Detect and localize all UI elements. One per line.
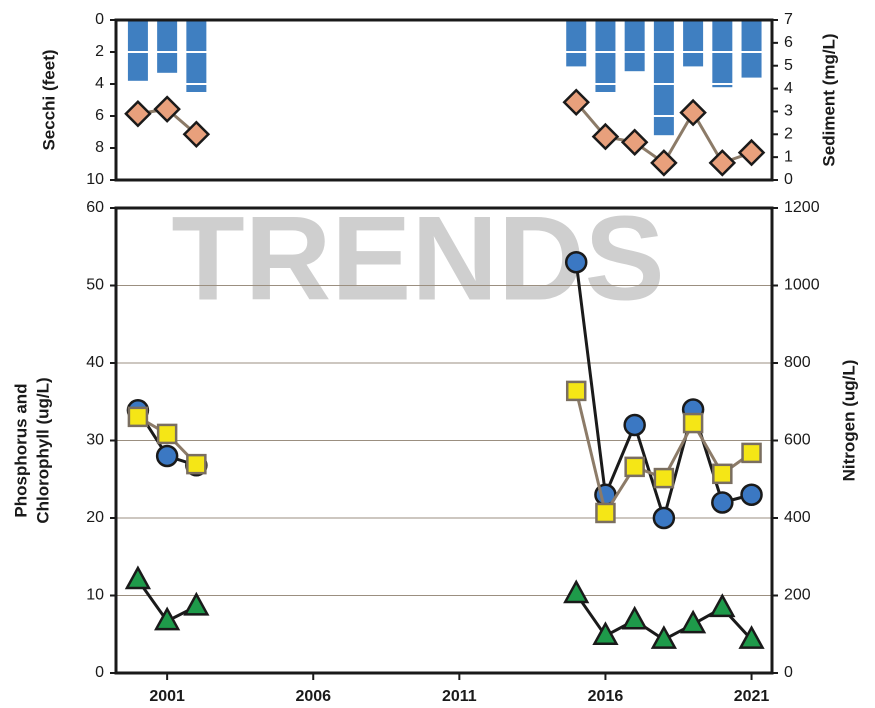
y-tick-label: 20	[86, 509, 104, 526]
y2-tick-label: 7	[784, 11, 793, 28]
point	[565, 380, 587, 402]
bar	[157, 20, 178, 73]
y-tick-label: 10	[86, 171, 104, 188]
x-tick-label: 2006	[295, 688, 331, 705]
point	[595, 502, 616, 524]
point	[738, 625, 765, 649]
y-tick-label: 2	[95, 43, 104, 60]
x-tick-label: 2011	[442, 688, 477, 705]
bar	[741, 20, 762, 78]
y-axis-label: Secchi (feet)	[39, 49, 58, 150]
y-tick-label: 6	[95, 107, 104, 124]
bar	[186, 20, 207, 92]
point	[737, 138, 766, 167]
bar	[566, 20, 587, 67]
point	[740, 483, 763, 506]
y-axis-label: Phosphorus and	[11, 383, 30, 517]
y2-tick-label: 5	[784, 57, 793, 74]
series-line	[137, 390, 753, 517]
y2-axis-label: Nitrogen (ug/L)	[839, 360, 858, 482]
watermark: TRENDS	[171, 192, 664, 326]
y-tick-label: 40	[86, 354, 104, 371]
y2-tick-label: 1000	[784, 277, 820, 294]
y2-tick-label: 1	[784, 148, 793, 165]
point	[124, 565, 152, 590]
x-tick-label: 2001	[149, 688, 185, 705]
y-tick-label: 8	[95, 139, 104, 156]
y2-tick-label: 1200	[784, 199, 820, 216]
plot-frame	[114, 206, 774, 675]
point	[186, 453, 207, 475]
point	[708, 149, 737, 177]
point	[623, 413, 646, 437]
y-tick-label: 0	[95, 664, 104, 681]
bar	[624, 20, 645, 72]
point	[653, 467, 675, 489]
y2-tick-label: 600	[784, 432, 811, 449]
point	[563, 579, 590, 604]
point	[156, 423, 178, 445]
bar	[127, 20, 148, 81]
point	[562, 88, 590, 117]
y-tick-label: 0	[95, 11, 104, 28]
point	[591, 122, 620, 151]
y2-tick-label: 6	[784, 34, 793, 51]
x-tick-label: 2016	[588, 688, 624, 705]
point	[153, 95, 181, 123]
y2-tick-label: 2	[784, 126, 793, 143]
y2-tick-label: 200	[784, 587, 811, 604]
point	[183, 591, 210, 616]
point	[709, 593, 736, 618]
point	[624, 456, 645, 478]
y2-tick-label: 400	[784, 509, 811, 526]
point	[741, 442, 762, 464]
point	[154, 606, 181, 631]
point	[650, 149, 678, 177]
y-axis-label: Chlorophyll (ug/L)	[33, 377, 52, 523]
bar	[683, 20, 704, 67]
x-tick-label: 2021	[734, 688, 770, 705]
y2-tick-label: 0	[784, 171, 793, 188]
y2-axis-label: Sediment (mg/L)	[819, 33, 838, 166]
y2-tick-label: 800	[784, 354, 811, 371]
series-line	[136, 579, 753, 642]
point	[679, 98, 707, 127]
point	[682, 412, 704, 434]
point	[155, 444, 179, 468]
plot-frame	[114, 18, 774, 182]
point	[564, 251, 588, 274]
point	[621, 605, 648, 630]
point	[182, 120, 211, 149]
point	[124, 99, 152, 128]
point	[652, 506, 676, 530]
point	[127, 406, 149, 428]
point	[679, 609, 707, 634]
bar	[595, 20, 616, 92]
y2-tick-label: 0	[784, 664, 793, 681]
y-tick-label: 30	[86, 432, 104, 449]
y-tick-label: 10	[86, 587, 104, 604]
point	[712, 463, 733, 485]
point	[592, 621, 619, 646]
y-tick-label: 50	[86, 277, 104, 294]
point	[711, 491, 734, 514]
bar	[653, 20, 674, 136]
point	[620, 128, 649, 157]
y-tick-label: 4	[95, 75, 104, 92]
point	[650, 625, 677, 649]
bar	[712, 20, 733, 88]
y2-tick-label: 4	[784, 80, 793, 97]
y2-tick-label: 3	[784, 103, 793, 120]
y-tick-label: 60	[86, 199, 104, 216]
